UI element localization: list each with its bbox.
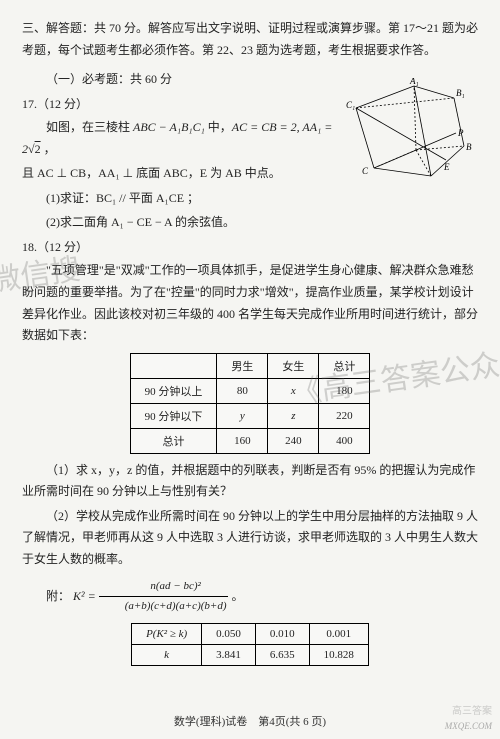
formula-tail: 。 [231, 589, 243, 603]
corner-mark-1: 高三答案 [452, 702, 492, 717]
t1-r1c2: z [268, 403, 319, 428]
prism-diagram: A B C E P C₁ A₁ B₁ [346, 78, 476, 178]
t1-r2c0: 总计 [130, 428, 217, 453]
label-P: P [457, 128, 464, 138]
q18-p1: （1）求 x，y，z 的值，并根据题中的列联表，判断是否有 95% 的把握认为完… [22, 460, 478, 503]
t2-r0c1: 0.050 [202, 624, 256, 645]
corner-mark-2: MXQE.COM [445, 721, 492, 731]
section-header: 三、解答题：共 70 分。解答应写出文字说明、证明过程或演算步骤。第 17～21… [22, 18, 478, 61]
t1-h0 [130, 353, 217, 378]
contingency-table: 男生 女生 总计 90 分钟以上 80 x 180 90 分钟以下 y z 22… [130, 353, 371, 454]
t2-r1c2: 6.635 [255, 645, 309, 666]
label-E: E [443, 162, 450, 172]
page-footer: 数学(理科)试卷 第4页(共 6 页) [0, 713, 500, 729]
table-row: 总计 160 240 400 [130, 428, 370, 453]
formula-fraction: n(ad − bc)² (a+b)(c+d)(a+c)(b+d) [99, 577, 229, 618]
t2-r0c2: 0.010 [255, 624, 309, 645]
table-row: P(K² ≥ k) 0.050 0.010 0.001 [132, 624, 369, 645]
table-row: k 3.841 6.635 10.828 [132, 645, 369, 666]
q18-label: 18.（12 分） [22, 237, 478, 257]
t2-r0c3: 0.001 [309, 624, 368, 645]
critical-value-table: P(K² ≥ k) 0.050 0.010 0.001 k 3.841 6.63… [131, 623, 369, 666]
t1-r1c3: 220 [319, 403, 370, 428]
t1-r2c2: 240 [268, 428, 319, 453]
t1-r2c1: 160 [217, 428, 268, 453]
formula-k2: K² = [73, 589, 99, 603]
label-A1: A₁ [409, 78, 419, 86]
table-row: 90 分钟以下 y z 220 [130, 403, 370, 428]
t1-r1c1: y [217, 403, 268, 428]
q17-p2: (2)求二面角 A₁ − CE − A 的余弦值。 [22, 212, 478, 234]
q17-prism: ABC − A₁B₁C₁ [133, 120, 205, 134]
t1-r0c2: x [268, 378, 319, 403]
q17-p1: (1)求证：BC₁ // 平面 A₁CE ； [22, 188, 478, 210]
t1-r2c3: 400 [319, 428, 370, 453]
t1-r0c0: 90 分钟以上 [130, 378, 217, 403]
t1-h1: 男生 [217, 353, 268, 378]
q18-para: "五项管理"是"双减"工作的一项具体抓手，是促进学生身心健康、解决群众急难愁盼问… [22, 260, 478, 346]
t1-r0c1: 80 [217, 378, 268, 403]
formula-prefix: 附： [46, 589, 70, 603]
t2-r0c0: P(K² ≥ k) [132, 624, 202, 645]
t1-r1c0: 90 分钟以下 [130, 403, 217, 428]
t2-r1c0: k [132, 645, 202, 666]
t2-r1c3: 10.828 [309, 645, 368, 666]
table-row: 90 分钟以上 80 x 180 [130, 378, 370, 403]
t1-r0c3: 180 [319, 378, 370, 403]
formula-den: (a+b)(c+d)(a+c)(b+d) [125, 600, 227, 612]
t1-h2: 女生 [268, 353, 319, 378]
label-B1: B₁ [456, 88, 465, 98]
q17-comma: ， [41, 142, 56, 156]
formula-num: n(ad − bc)² [150, 580, 200, 592]
formula-row: 附： K² = n(ad − bc)² (a+b)(c+d)(a+c)(b+d)… [22, 577, 478, 618]
t2-r1c1: 3.841 [202, 645, 256, 666]
q17-text-a: 如图，在三棱柱 [46, 120, 133, 134]
label-B: B [466, 142, 472, 152]
label-C1: C₁ [346, 100, 355, 110]
t1-h3: 总计 [319, 353, 370, 378]
q17-text-b: 中， [205, 120, 232, 134]
label-C: C [362, 166, 369, 176]
q18-p2: （2）学校从完成作业所需时间在 90 分钟以上的学生中用分层抽样的方法抽取 9 … [22, 506, 478, 571]
